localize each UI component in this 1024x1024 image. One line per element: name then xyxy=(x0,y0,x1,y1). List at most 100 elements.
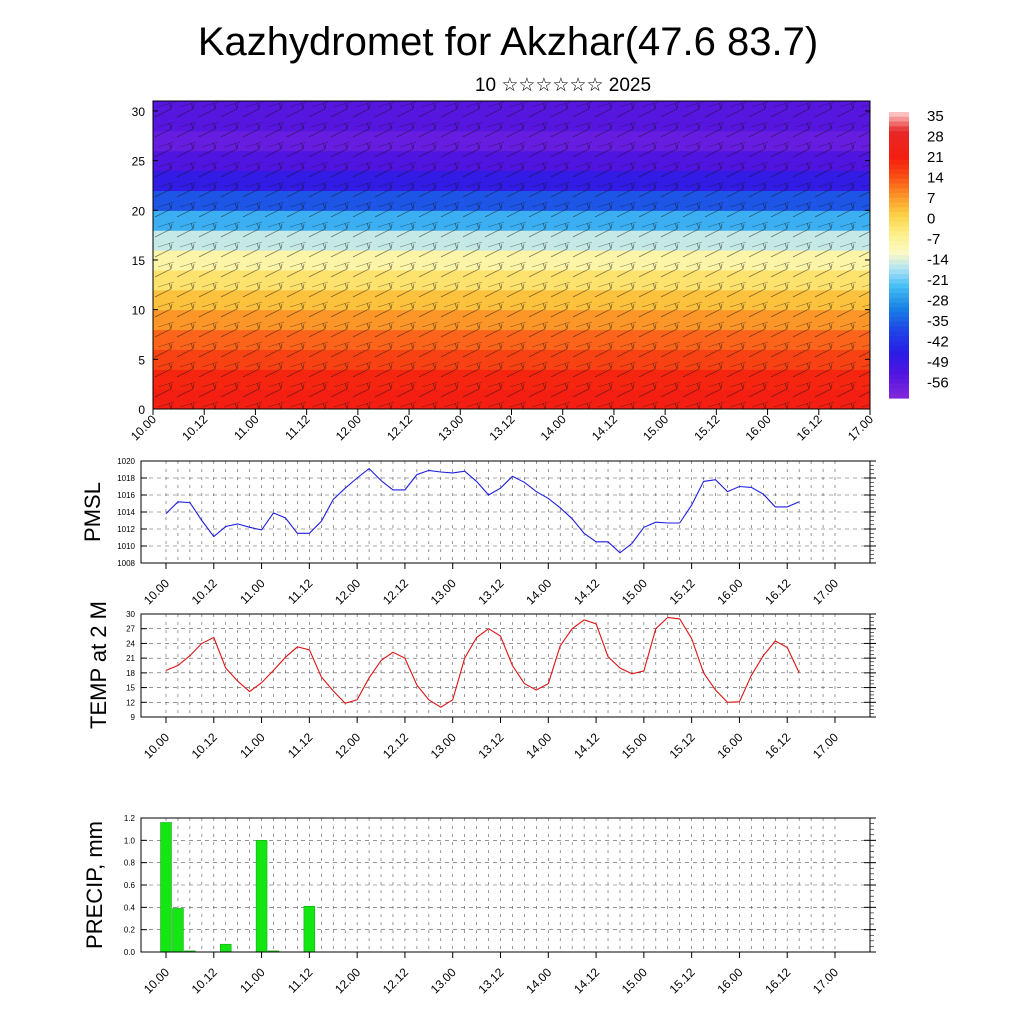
temperature-panel: 9 12 15 18 21 24 27 30 10.00 10.12 11.00 11.12 12.0… xyxy=(86,601,876,761)
colorbar-segment xyxy=(889,350,909,356)
colorbar-label: 28 xyxy=(927,129,944,146)
temperature-xtick-label: 10.12 xyxy=(189,730,220,761)
precipitation-xtick-label: 16.12 xyxy=(762,965,793,996)
pmsl-ytick-label: 1010 xyxy=(117,542,135,551)
colorbar-segment xyxy=(889,197,909,204)
pmsl-xtick-label: 17.00 xyxy=(810,576,841,607)
colorbar-segment xyxy=(889,336,909,342)
temperature-xtick-label: 17.00 xyxy=(810,730,841,761)
temperature-ytick-label: 21 xyxy=(126,654,135,663)
colorbar-segment xyxy=(889,173,909,180)
cross-section-xtick-label: 16.12 xyxy=(794,412,825,443)
colorbar-segment xyxy=(889,321,909,328)
colorbar-segment xyxy=(889,188,909,194)
colorbar-label: 14 xyxy=(927,170,944,187)
colorbar-segment xyxy=(889,259,909,266)
temperature-xtick-label: 16.00 xyxy=(714,730,745,761)
precipitation-xtick-label: 13.00 xyxy=(428,965,459,996)
colorbar-label: -49 xyxy=(927,354,949,371)
colorbar-segment xyxy=(889,240,909,247)
cross-section-xtick-label: 12.12 xyxy=(384,412,415,443)
colorbar-segment xyxy=(889,345,909,351)
colorbar-segment xyxy=(889,297,909,304)
colorbar: 35 28 21 14 7 0 -7 -14 -21 -28 -35 -42 -49 -56 xyxy=(889,108,949,399)
colorbar-label: -35 xyxy=(927,313,949,330)
colorbar-segment xyxy=(889,369,909,375)
colorbar-segment xyxy=(889,126,909,132)
colorbar-segment xyxy=(889,331,909,337)
temperature-ytick-label: 18 xyxy=(126,669,135,678)
pmsl-xtick-label: 15.12 xyxy=(667,576,698,607)
colorbar-segment xyxy=(889,359,909,366)
colorbar-segment xyxy=(889,216,909,223)
temperature-ytick-label: 9 xyxy=(131,713,136,722)
colorbar-segment xyxy=(889,378,909,385)
colorbar-label: 7 xyxy=(927,190,935,207)
temperature-xtick-label: 15.12 xyxy=(667,730,698,761)
temperature-xtick-label: 11.12 xyxy=(285,730,316,761)
colorbar-segment xyxy=(889,250,909,256)
precipitation-xtick-label: 14.12 xyxy=(571,965,602,996)
temperature-ytick-label: 12 xyxy=(126,698,135,707)
precipitation-xtick-label: 16.00 xyxy=(714,965,745,996)
colorbar-segment xyxy=(889,212,909,218)
pmsl-xtick-label: 13.00 xyxy=(428,576,459,607)
cross-section-ytick-label: 15 xyxy=(132,254,146,268)
colorbar-segment xyxy=(889,131,909,137)
colorbar-segment xyxy=(889,178,909,185)
colorbar-segment xyxy=(889,245,909,251)
colorbar-segment xyxy=(889,383,909,390)
colorbar-segment xyxy=(889,135,909,142)
colorbar-segment xyxy=(889,193,909,199)
cross-section-xtick-label: 12.00 xyxy=(333,412,364,443)
pmsl-ytick-label: 1020 xyxy=(117,457,135,466)
temperature-xtick-label: 14.12 xyxy=(571,730,602,761)
precipitation-bar xyxy=(303,905,316,953)
colorbar-segment xyxy=(889,288,909,294)
cross-section-ytick-label: 20 xyxy=(132,204,146,218)
colorbar-segment xyxy=(889,154,909,161)
colorbar-segment xyxy=(889,226,909,232)
precipitation-ytick-label: 0.6 xyxy=(124,881,136,890)
pmsl-ytick-label: 1008 xyxy=(117,559,135,568)
colorbar-segment xyxy=(889,264,909,270)
cross-section-ytick-label: 30 xyxy=(132,105,146,119)
precipitation-bar xyxy=(255,840,268,953)
cross-section-xtick-label: 10.00 xyxy=(128,412,159,443)
cross-section-xtick-label: 16.00 xyxy=(743,412,774,443)
colorbar-segment xyxy=(889,307,909,313)
cross-section-panel: 0 5 10 15 20 25 30 10.00 10.12 11.00 11.12 12.00 12… xyxy=(128,100,876,443)
precipitation-xtick-label: 11.00 xyxy=(237,965,268,996)
temperature-frame xyxy=(140,613,871,718)
precipitation-bar xyxy=(160,822,172,953)
cross-section-ytick-label: 0 xyxy=(138,403,145,417)
colorbar-segment xyxy=(889,269,909,275)
precipitation-xtick-label: 13.12 xyxy=(475,965,506,996)
colorbar-segment xyxy=(889,183,909,189)
pmsl-xtick-label: 16.12 xyxy=(762,576,793,607)
colorbar-segment xyxy=(889,364,909,370)
cross-section-xtick-label: 14.00 xyxy=(538,412,569,443)
precipitation-ytick-label: 1.0 xyxy=(124,836,136,845)
cross-section-xtick-label: 13.12 xyxy=(486,412,517,443)
cross-section-xtick-label: 15.12 xyxy=(691,412,722,443)
temperature-xtick-label: 12.12 xyxy=(380,730,411,761)
temperature-xtick-label: 14.00 xyxy=(523,730,554,761)
pmsl-xtick-label: 11.12 xyxy=(285,576,316,607)
colorbar-label: -42 xyxy=(927,334,949,351)
temperature-xtick-label: 11.00 xyxy=(237,730,268,761)
precipitation-xtick-label: 15.12 xyxy=(667,965,698,996)
pmsl-xtick-label: 15.00 xyxy=(619,576,650,607)
colorbar-segment xyxy=(889,374,909,380)
colorbar-segment xyxy=(889,393,909,399)
cross-section-xtick-label: 11.00 xyxy=(231,412,262,443)
pmsl-ytick-label: 1018 xyxy=(117,474,135,483)
pmsl-axis-label: PMSL xyxy=(80,482,105,542)
colorbar-segment xyxy=(889,293,909,299)
precipitation-ytick-label: 0.4 xyxy=(124,903,136,912)
temperature-series-line xyxy=(165,616,800,708)
colorbar-segment xyxy=(889,316,909,323)
precipitation-xtick-label: 12.00 xyxy=(332,965,363,996)
colorbar-label: -28 xyxy=(927,293,949,310)
cross-section-ytick-label: 25 xyxy=(132,155,146,169)
